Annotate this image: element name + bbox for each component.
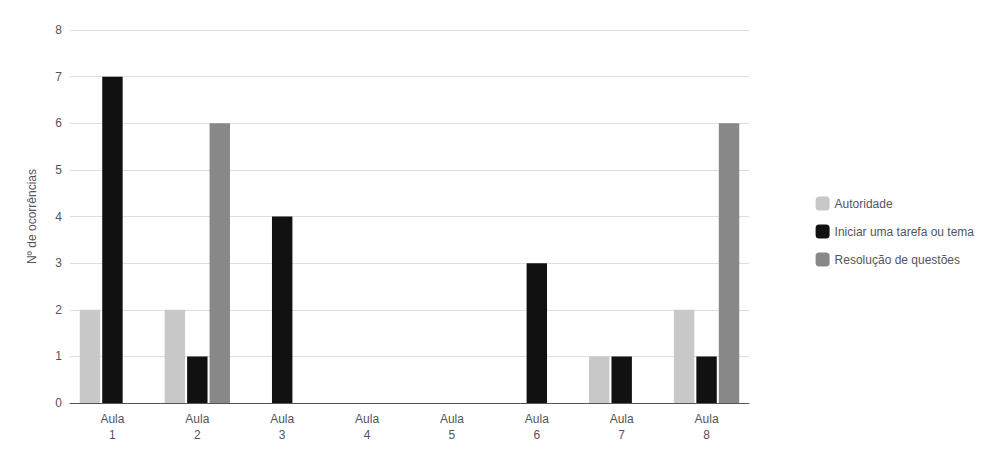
svg-text:2: 2 (55, 303, 62, 317)
svg-text:7: 7 (55, 70, 62, 84)
svg-text:Aula: Aula (270, 412, 294, 426)
svg-text:Aula: Aula (610, 412, 634, 426)
svg-text:2: 2 (194, 428, 201, 442)
svg-text:Aula: Aula (440, 412, 464, 426)
svg-text:Resolução de questões: Resolução de questões (835, 253, 960, 267)
svg-text:3: 3 (279, 428, 286, 442)
svg-text:Aula: Aula (355, 412, 379, 426)
svg-text:8: 8 (55, 23, 62, 37)
svg-text:6: 6 (55, 116, 62, 130)
svg-text:5: 5 (55, 163, 62, 177)
svg-text:Aula: Aula (185, 412, 209, 426)
svg-text:Aula: Aula (525, 412, 549, 426)
svg-text:Iniciar uma tarefa ou tema: Iniciar uma tarefa ou tema (835, 225, 975, 239)
svg-text:1: 1 (109, 428, 116, 442)
svg-text:4: 4 (55, 210, 62, 224)
svg-text:Aula: Aula (100, 412, 124, 426)
svg-text:1: 1 (55, 349, 62, 363)
svg-text:6: 6 (533, 428, 540, 442)
svg-text:Nº de ocorrências: Nº de ocorrências (25, 169, 39, 264)
svg-text:3: 3 (55, 256, 62, 270)
svg-text:5: 5 (449, 428, 456, 442)
svg-text:8: 8 (703, 428, 710, 442)
svg-text:7: 7 (618, 428, 625, 442)
svg-text:4: 4 (364, 428, 371, 442)
svg-text:Autoridade: Autoridade (835, 197, 893, 211)
svg-text:Aula: Aula (695, 412, 719, 426)
svg-text:0: 0 (55, 396, 62, 410)
